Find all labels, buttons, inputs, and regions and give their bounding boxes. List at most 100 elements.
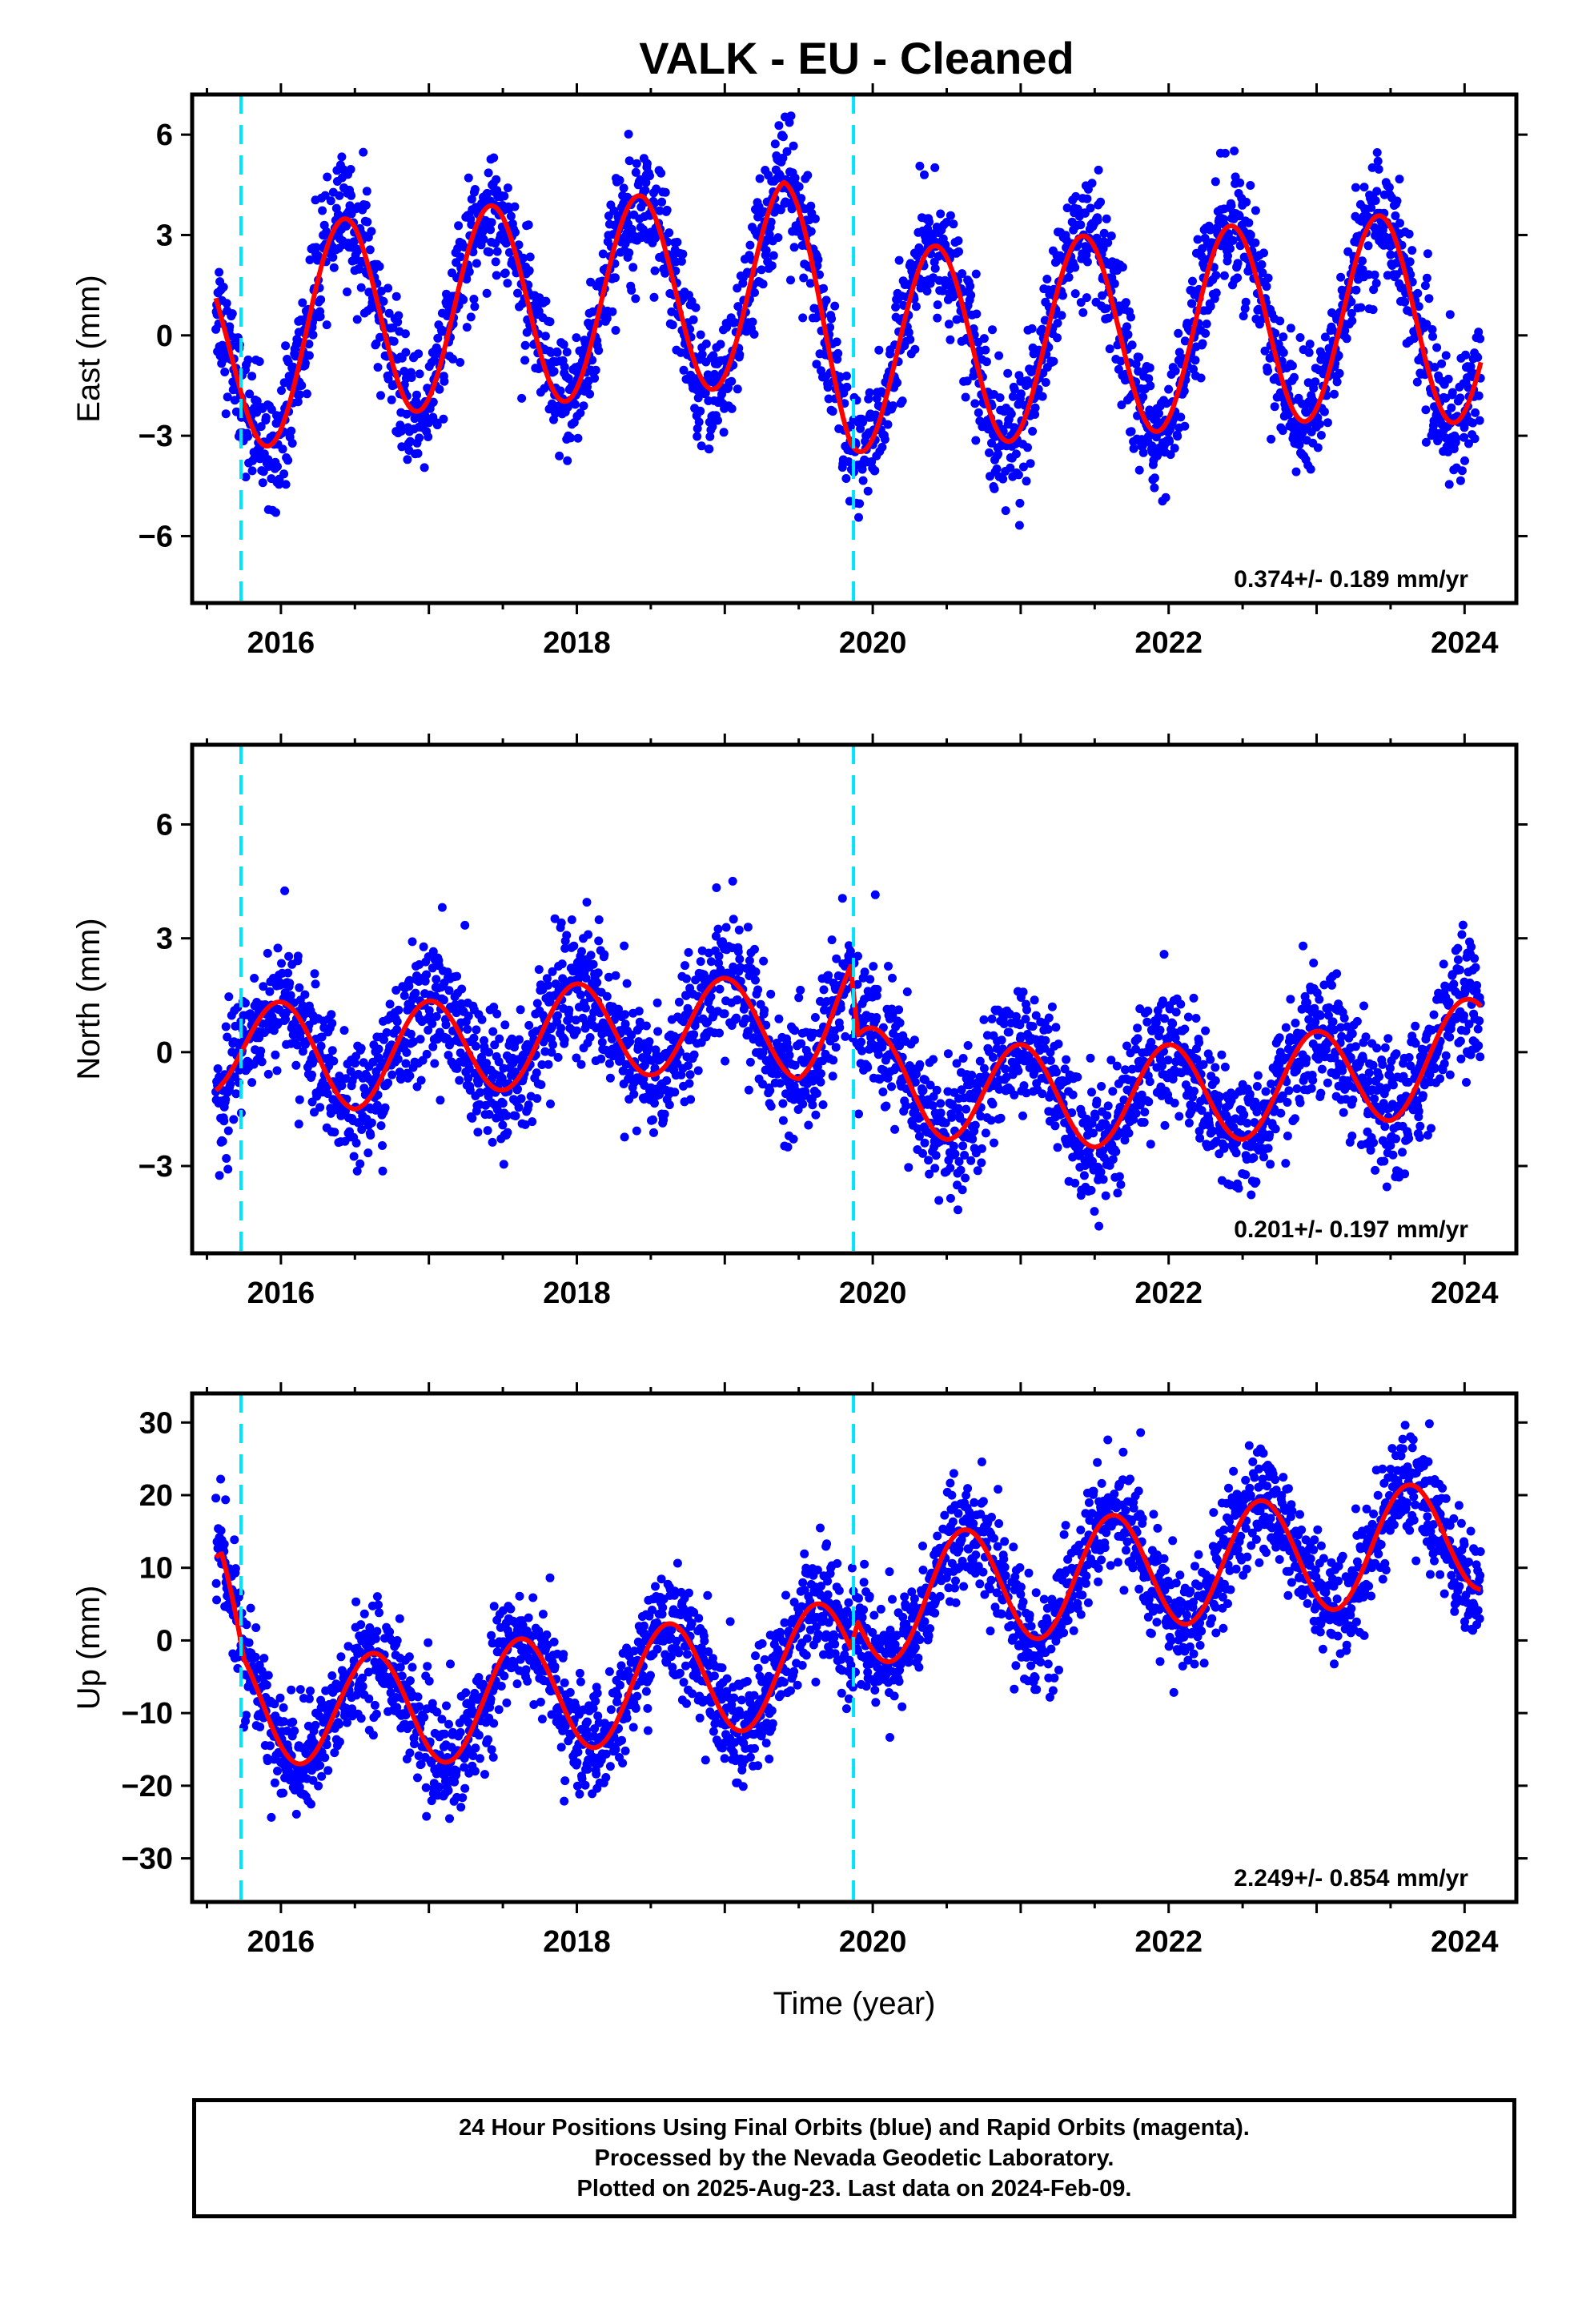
data-point [925,217,934,227]
data-point [1143,1006,1153,1015]
plot-frame-east [190,92,1519,605]
data-point [484,1047,494,1057]
data-point [956,1165,966,1175]
data-point [1134,352,1144,362]
data-point [766,217,776,227]
data-point [1170,1098,1179,1108]
data-point [464,1011,473,1021]
data-point [797,1039,806,1048]
data-point [988,1100,998,1109]
data-point [1430,363,1439,372]
data-point [1332,377,1342,387]
data-point [584,930,593,939]
data-point [910,344,920,354]
data-point [1423,249,1432,259]
data-point [525,252,535,262]
data-point [830,301,840,311]
data-points-east [211,111,1485,530]
data-point [1145,1077,1154,1087]
data-point [482,1059,492,1068]
data-point [961,392,970,402]
data-point [514,240,524,250]
data-point [376,1121,386,1131]
data-point [805,279,815,288]
data-point [1241,297,1251,307]
data-point [894,1005,904,1015]
data-point [1189,993,1199,1003]
data-point [934,1196,944,1205]
data-point [786,275,795,285]
data-point [393,317,403,327]
data-point [465,1085,475,1095]
data-point [524,220,533,230]
data-point [1447,403,1456,412]
data-point [1373,156,1383,166]
data-point [954,236,963,246]
data-point [263,1069,273,1079]
data-point [872,991,881,1000]
data-point [1400,297,1410,307]
data-point [620,1010,630,1019]
data-point [577,947,586,956]
data-point [1251,206,1260,215]
data-point [706,957,716,967]
data-point [231,1089,241,1099]
data-point [356,1043,366,1053]
data-point [297,380,307,390]
data-point [468,1113,477,1123]
data-point [1168,1019,1178,1028]
data-point [247,466,257,476]
data-point [1179,386,1189,396]
data-point [1187,299,1197,308]
data-point [470,185,480,194]
data-point [686,1095,696,1104]
data-point [1228,235,1238,245]
data-point [1129,444,1138,453]
data-point [424,432,433,441]
data-point [1395,219,1404,228]
data-point [1275,316,1285,326]
data-point [349,237,359,247]
data-point [511,227,520,237]
data-point [962,1104,971,1114]
data-point [611,326,620,335]
data-point [958,1054,968,1063]
data-point [1220,148,1230,158]
data-point [755,174,765,183]
data-point [596,1054,606,1063]
data-point [1180,1024,1190,1034]
data-point [1106,231,1116,241]
data-point [761,246,771,255]
data-point [933,313,942,323]
data-point [1443,374,1453,384]
data-point [1022,1005,1031,1015]
data-point [222,1154,231,1163]
data-point [444,1051,453,1060]
data-point [488,1137,497,1147]
data-point [911,302,921,312]
data-point [914,1132,924,1141]
data-point [974,408,983,417]
data-point [245,389,255,399]
data-point [545,317,555,327]
data-point [1133,1023,1142,1033]
data-point [1173,432,1182,441]
data-point [808,1100,817,1110]
data-point [546,1100,555,1108]
data-point [968,1134,978,1144]
data-point [311,243,321,252]
data-point [865,388,874,397]
data-point [1233,259,1243,268]
data-point [241,999,250,1008]
data-point [971,436,981,445]
data-point [588,959,598,969]
data-point [1244,218,1254,227]
data-point [371,339,381,348]
data-point [339,1026,349,1035]
data-point [590,373,600,383]
data-point [592,978,602,987]
data-point [1347,316,1357,326]
data-point [356,283,366,292]
data-point [743,923,753,932]
data-point [619,199,628,208]
